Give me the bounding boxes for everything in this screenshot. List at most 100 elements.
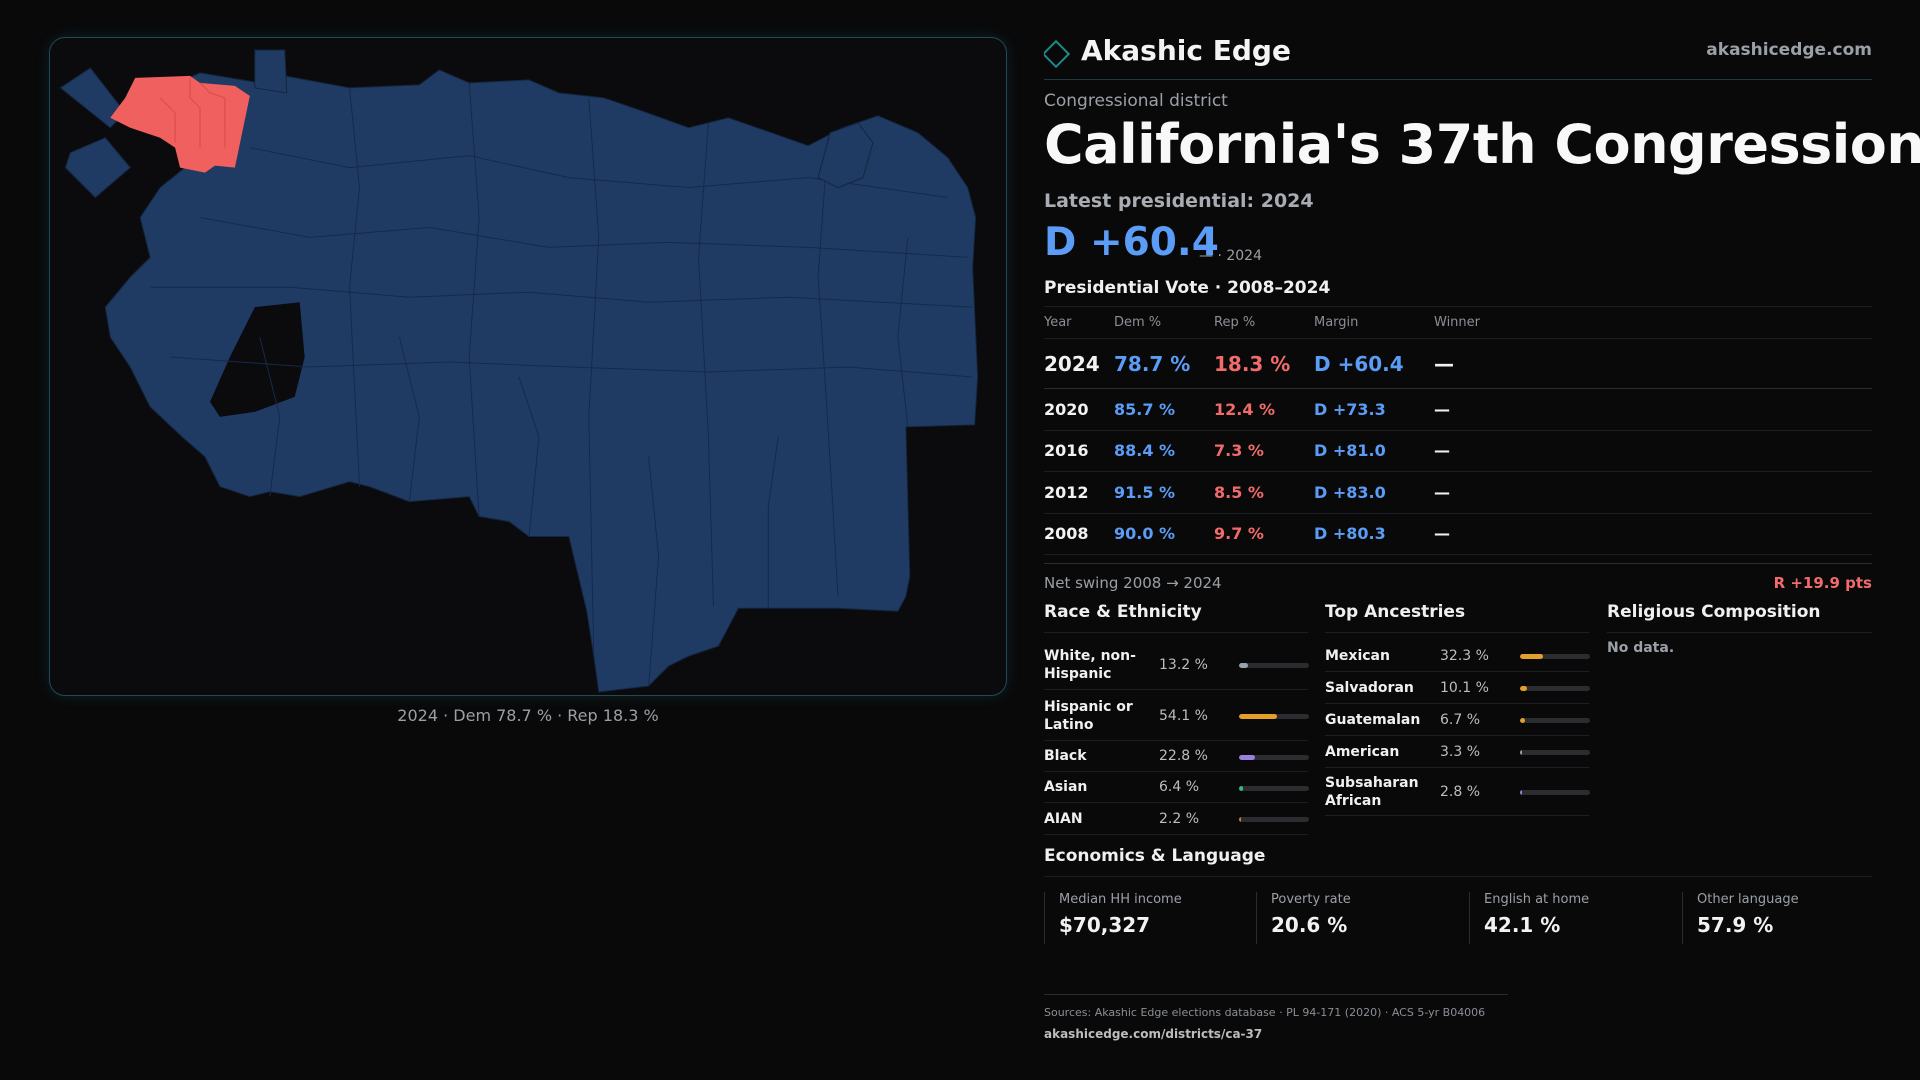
ancestry-value: 2.8 % [1440,783,1481,800]
rep-cell: 8.5 % [1214,471,1314,514]
brand-url-link[interactable]: akashicedge.com [1706,40,1872,60]
econ-cell-english: English at home 42.1 % [1469,892,1681,944]
race-bar [1239,714,1309,719]
econ-value: $70,327 [1059,913,1151,937]
district-url-link[interactable]: akashicedge.com/districts/ca-37 [1044,1027,1263,1041]
rep-precinct-borders [159,77,226,148]
ancestry-bar-fill [1520,654,1543,659]
main-district-shape[interactable] [104,69,979,693]
table-row[interactable]: 2020 85.7 % 12.4 % D +73.3 — [1044,388,1872,431]
table-row[interactable]: 2016 88.4 % 7.3 % D +81.0 — [1044,430,1872,472]
excluded-area [209,302,305,417]
ancestry-row: Guatemalan 6.7 % [1325,704,1590,736]
brand-name[interactable]: Akashic Edge [1081,34,1291,67]
econ-label: Poverty rate [1271,892,1351,907]
ancestry-row: Subsaharan African 2.8 % [1325,768,1590,816]
ancestry-bar-fill [1520,750,1523,755]
district-kicker: Congressional district [1044,91,1228,111]
ancestry-section-title: Top Ancestries [1325,602,1466,622]
ancestry-value: 32.3 % [1440,647,1489,664]
ancestry-label: Subsaharan African [1325,774,1419,809]
district-panel: Akashic Edge akashicedge.com Congression… [1044,0,1920,1080]
ancestry-label: Guatemalan [1325,711,1421,728]
year-cell: 2016 [1044,430,1114,472]
year-cell: 2012 [1044,471,1114,514]
ancestry-value: 6.7 % [1440,711,1481,728]
net-swing-value: R +19.9 pts [1773,574,1872,592]
page-title: California's 37th Congressional District [1044,113,1920,176]
econ-label: Other language [1697,892,1799,907]
ancestry-label: Mexican [1325,647,1390,664]
econ-label: English at home [1484,892,1590,907]
ancestry-value: 10.1 % [1440,679,1489,696]
rep-cell: 9.7 % [1214,513,1314,555]
econ-value: 57.9 % [1697,913,1774,937]
diamond-logo-icon [1044,39,1071,69]
rep-precincts[interactable] [110,75,250,173]
header: Akashic Edge akashicedge.com [1044,30,1872,80]
race-bar [1239,817,1309,822]
precinct-borders [150,82,973,687]
net-swing-label: Net swing 2008 → 2024 [1044,574,1222,592]
table-row[interactable]: 2008 90.0 % 9.7 % D +80.3 — [1044,513,1872,555]
winner-cell: — [1434,430,1872,472]
latest-margin-subtext: — · 2024 [1199,248,1262,264]
race-row: White, non-Hispanic 13.2 % [1044,640,1309,690]
presidential-vote-table: Year Dem % Rep % Margin Winner 2024 78.7… [1044,306,1872,555]
presidential-vote-title: Presidential Vote · 2008–2024 [1044,278,1331,298]
race-row: Black 22.8 % [1044,741,1309,772]
religion-divider [1607,632,1872,633]
race-value: 2.2 % [1159,810,1200,827]
race-bar-fill [1239,663,1249,668]
col-winner-header: Winner [1434,306,1872,339]
race-value: 54.1 % [1159,707,1208,724]
race-section-title: Race & Ethnicity [1044,602,1202,622]
race-bar-fill [1239,785,1244,791]
table-row[interactable]: 2012 91.5 % 8.5 % D +83.0 — [1044,471,1872,514]
table-row[interactable]: 2024 78.7 % 18.3 % D +60.4 — [1044,338,1872,389]
dem-cell: 91.5 % [1114,471,1214,514]
race-row: Asian 6.4 % [1044,772,1309,803]
winner-cell: — [1434,338,1872,389]
race-bar [1239,663,1309,668]
winner-cell: — [1434,388,1872,431]
race-bar-fill [1239,714,1277,719]
margin-cell: D +60.4 [1314,338,1434,389]
race-divider [1044,632,1308,633]
ancestry-divider [1325,632,1589,633]
ancestry-bar [1520,750,1590,755]
ancestry-bar [1520,654,1590,659]
east-lobe[interactable] [817,122,874,189]
race-bar-fill [1239,817,1241,822]
race-label: Hispanic or Latino [1044,698,1133,733]
econ-value: 42.1 % [1484,913,1561,937]
col-dem-header: Dem % [1114,306,1214,339]
top-notch[interactable] [254,49,288,94]
rep-cell: 7.3 % [1214,430,1314,472]
margin-cell: D +81.0 [1314,430,1434,472]
district-map[interactable] [49,37,1007,696]
religion-empty: No data. [1607,640,1675,656]
dem-cell: 88.4 % [1114,430,1214,472]
year-cell: 2008 [1044,513,1114,555]
econ-cell-other-language: Other language 57.9 % [1682,892,1872,944]
race-bar [1239,785,1309,791]
col-margin-header: Margin [1314,306,1434,339]
rep-cell: 12.4 % [1214,388,1314,431]
econ-cell-income: Median HH income $70,327 [1044,892,1256,944]
dem-cell: 90.0 % [1114,513,1214,555]
margin-cell: D +80.3 [1314,513,1434,555]
ancestry-bar-fill [1520,686,1528,691]
economics-divider [1044,876,1872,877]
race-label: Black [1044,748,1087,764]
ancestry-bar [1520,718,1590,723]
west-spur[interactable] [64,137,131,199]
year-cell: 2020 [1044,388,1114,431]
race-label: White, non-Hispanic [1044,647,1136,682]
race-bar [1239,754,1309,760]
religion-section-title: Religious Composition [1607,602,1821,622]
dem-cell: 78.7 % [1114,338,1214,389]
dem-cell: 85.7 % [1114,388,1214,431]
race-bar-fill [1239,754,1255,760]
ancestry-value: 3.3 % [1440,743,1481,760]
